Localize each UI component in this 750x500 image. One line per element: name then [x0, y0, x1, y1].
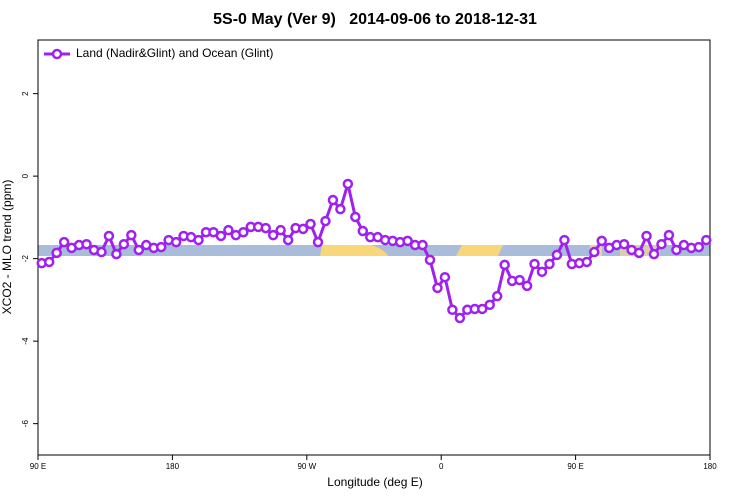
- data-point: [297, 223, 309, 235]
- data-point: [238, 226, 249, 238]
- data-point: [521, 280, 533, 292]
- data-point: [663, 229, 675, 241]
- data-point: [432, 282, 443, 294]
- data-point: [671, 244, 682, 256]
- y-tick-label: -6: [21, 420, 30, 428]
- data-point: [648, 248, 660, 260]
- data-point: [260, 222, 271, 234]
- data-point: [342, 178, 354, 190]
- data-point: [484, 299, 495, 311]
- data-point: [43, 256, 55, 268]
- data-point: [327, 194, 339, 206]
- chart-title: 5S-0 May (Ver 9) 2014-09-06 to 2018-12-3…: [213, 11, 537, 28]
- data-point: [282, 234, 294, 246]
- data-point: [641, 230, 652, 242]
- data-point: [118, 238, 130, 250]
- y-tick-label: -2: [21, 255, 30, 263]
- data-point: [589, 246, 600, 258]
- data-point: [96, 246, 107, 258]
- data-point: [58, 236, 70, 248]
- y-axis-label: XCO2 - MLO trend (ppm): [0, 180, 14, 315]
- land-band: [456, 245, 503, 256]
- data-point: [544, 258, 555, 270]
- data-point: [633, 247, 645, 259]
- data-point: [357, 225, 369, 237]
- legend-label: Land (Nadir&Glint) and Ocean (Glint): [76, 46, 273, 60]
- data-point: [335, 203, 346, 215]
- data-point: [312, 236, 324, 248]
- data-point: [551, 249, 563, 261]
- data-point: [536, 266, 548, 278]
- x-tick-label: 180: [703, 462, 717, 471]
- data-point: [155, 241, 167, 253]
- data-point: [618, 238, 630, 250]
- data-point: [693, 241, 705, 253]
- data-point: [320, 215, 331, 227]
- data-point: [305, 218, 316, 230]
- data-point: [350, 211, 361, 223]
- data-point: [275, 224, 286, 236]
- data-point: [491, 290, 503, 302]
- data-point: [193, 234, 204, 246]
- data-point: [103, 230, 115, 242]
- x-axis-label: Longitude (deg E): [327, 475, 422, 489]
- data-point: [111, 248, 122, 260]
- data-point: [499, 259, 510, 271]
- x-tick-label: 180: [166, 462, 180, 471]
- data-point: [417, 239, 428, 251]
- legend-marker: [51, 48, 63, 60]
- data-point: [223, 224, 234, 236]
- data-point: [454, 312, 466, 324]
- data-point: [581, 256, 593, 268]
- x-tick-label: 0: [439, 462, 444, 471]
- data-point: [424, 254, 436, 266]
- data-point: [126, 229, 137, 241]
- y-tick-label: 0: [21, 173, 30, 178]
- data-point: [51, 247, 62, 259]
- x-tick-label: 90 E: [567, 462, 583, 471]
- data-point: [439, 271, 451, 283]
- data-point: [81, 238, 92, 250]
- plot-frame: [37, 39, 711, 456]
- data-point: [447, 304, 458, 316]
- legend: Land (Nadir&Glint) and Ocean (Glint): [44, 46, 273, 60]
- data-point: [477, 303, 488, 315]
- data-point: [170, 236, 182, 248]
- data-point: [701, 234, 712, 246]
- data-point: [559, 234, 570, 246]
- data-point: [514, 274, 525, 286]
- y-tick-label: -4: [21, 337, 30, 345]
- data-point: [215, 230, 227, 242]
- data-point: [596, 235, 607, 247]
- x-tick-label: 90 E: [30, 462, 46, 471]
- y-tick-label: 2: [21, 91, 30, 96]
- data-point: [133, 244, 145, 256]
- data-point: [529, 258, 540, 270]
- data-point: [656, 238, 667, 250]
- data-point: [402, 235, 413, 247]
- data-point: [267, 229, 279, 241]
- x-tick-label: 90 W: [297, 462, 316, 471]
- land-band: [320, 245, 388, 256]
